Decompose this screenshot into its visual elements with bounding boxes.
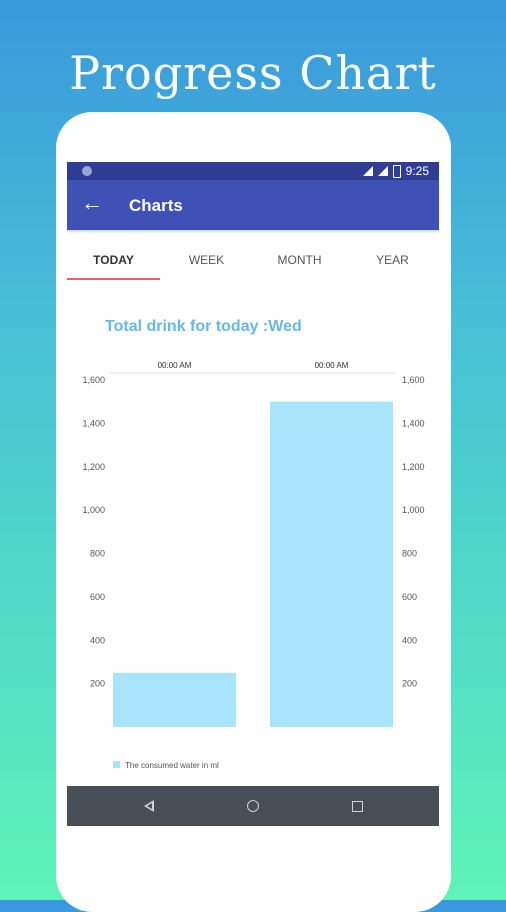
chart-title: Total drink for today :Wed xyxy=(105,318,302,335)
y-tick-label-right: 1,600 xyxy=(402,375,425,385)
y-tick-label-right: 200 xyxy=(402,679,417,689)
legend-swatch xyxy=(113,761,120,768)
app-screen: 9:25 ← Charts TODAY WEEK MONTH YEAR Tota… xyxy=(67,162,439,826)
bar xyxy=(113,672,236,727)
notification-icon xyxy=(82,166,92,176)
signal-icon xyxy=(377,166,388,176)
nav-recents-button[interactable] xyxy=(337,786,377,826)
recents-icon xyxy=(351,800,363,812)
y-tick-label-left: 1,600 xyxy=(82,375,105,385)
legend-label: The consumed water in ml xyxy=(125,761,219,770)
tab-indicator xyxy=(67,278,160,280)
y-tick-label-left: 400 xyxy=(90,635,105,645)
wifi-icon xyxy=(362,166,373,176)
app-toolbar: ← Charts xyxy=(67,180,439,230)
y-tick-label-left: 1,000 xyxy=(82,505,105,515)
android-nav-bar xyxy=(67,786,439,826)
y-tick-label-right: 1,400 xyxy=(402,418,425,428)
home-icon xyxy=(247,800,259,812)
tab-label: MONTH xyxy=(277,253,322,267)
tab-week[interactable]: WEEK xyxy=(160,240,253,280)
toolbar-title: Charts xyxy=(129,196,183,215)
y-tick-label-left: 800 xyxy=(90,549,105,559)
y-tick-label-left: 1,400 xyxy=(82,418,105,428)
y-tick-label-right: 800 xyxy=(402,549,417,559)
tab-today[interactable]: TODAY xyxy=(67,240,160,280)
y-tick-label-right: 1,200 xyxy=(402,462,425,472)
battery-icon xyxy=(392,164,401,178)
status-bar: 9:25 xyxy=(67,162,439,180)
y-tick-label-left: 200 xyxy=(90,679,105,689)
status-time: 9:25 xyxy=(405,164,429,178)
nav-back-button[interactable] xyxy=(129,786,169,826)
x-tick-label: 00:00 AM xyxy=(315,361,349,370)
x-tick-label: 00:00 AM xyxy=(158,361,192,370)
y-tick-label-right: 600 xyxy=(402,592,417,602)
arrow-left-icon[interactable]: ← xyxy=(81,190,103,215)
tab-label: TODAY xyxy=(93,253,134,267)
y-tick-label-right: 1,000 xyxy=(402,505,425,515)
period-tabs: TODAY WEEK MONTH YEAR xyxy=(67,240,439,280)
tab-year[interactable]: YEAR xyxy=(346,240,439,280)
water-bar-chart: 1,600 1,600 1,400 1,400 1,200 1,200 1,000 1,000… xyxy=(82,361,425,770)
tab-month[interactable]: MONTH xyxy=(253,240,346,280)
nav-home-button[interactable] xyxy=(233,786,273,826)
tab-label: WEEK xyxy=(188,253,225,267)
tab-label: YEAR xyxy=(376,253,409,267)
promo-headline: Progress Chart xyxy=(69,46,437,100)
y-tick-label-right: 400 xyxy=(402,635,417,645)
y-tick-label-left: 1,200 xyxy=(82,462,105,472)
bar xyxy=(270,401,393,727)
back-icon xyxy=(144,800,154,812)
y-tick-label-left: 600 xyxy=(90,592,105,602)
